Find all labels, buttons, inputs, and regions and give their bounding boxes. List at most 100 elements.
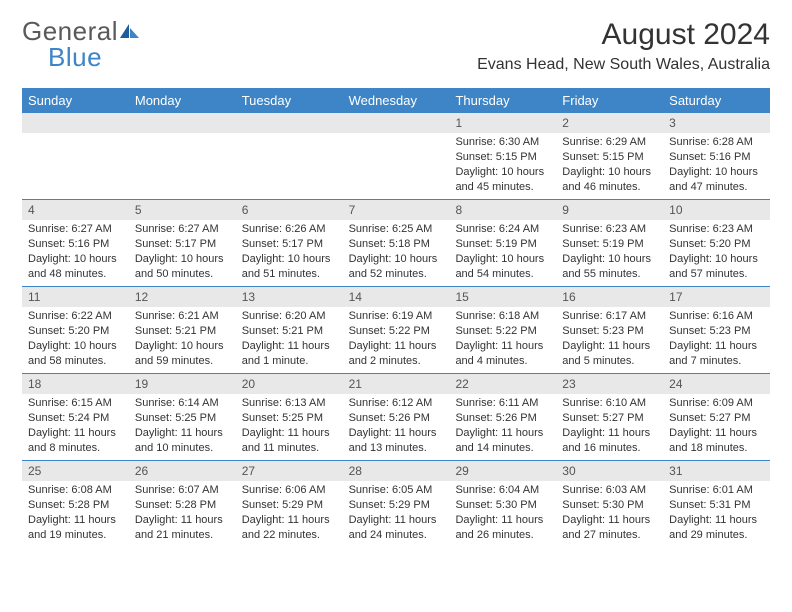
calendar-week-row: 18Sunrise: 6:15 AMSunset: 5:24 PMDayligh…	[22, 374, 770, 461]
day-number: 20	[236, 374, 343, 394]
daylight-text: Daylight: 10 hours and 48 minutes.	[28, 252, 123, 282]
sunset-text: Sunset: 5:20 PM	[28, 324, 123, 339]
daylight-text: Daylight: 10 hours and 54 minutes.	[455, 252, 550, 282]
month-title: August 2024	[477, 18, 770, 52]
calendar-day-cell: 23Sunrise: 6:10 AMSunset: 5:27 PMDayligh…	[556, 374, 663, 460]
calendar-day-cell: 1Sunrise: 6:30 AMSunset: 5:15 PMDaylight…	[449, 113, 556, 199]
weekday-header: Wednesday	[343, 88, 450, 113]
calendar-header-row: SundayMondayTuesdayWednesdayThursdayFrid…	[22, 88, 770, 113]
day-number: 23	[556, 374, 663, 394]
sunrise-text: Sunrise: 6:12 AM	[349, 396, 444, 411]
sunset-text: Sunset: 5:22 PM	[455, 324, 550, 339]
sunset-text: Sunset: 5:16 PM	[669, 150, 764, 165]
day-number: 21	[343, 374, 450, 394]
empty-day-bar	[129, 113, 236, 133]
sunset-text: Sunset: 5:21 PM	[135, 324, 230, 339]
sunset-text: Sunset: 5:29 PM	[349, 498, 444, 513]
sunset-text: Sunset: 5:27 PM	[669, 411, 764, 426]
calendar-day-cell: 21Sunrise: 6:12 AMSunset: 5:26 PMDayligh…	[343, 374, 450, 460]
calendar-day-cell: 4 Sunrise: 6:27 AMSunset: 5:16 PMDaylight…	[22, 200, 129, 286]
calendar-day-cell: 6Sunrise: 6:26 AMSunset: 5:17 PMDaylight…	[236, 200, 343, 286]
day-number: 10	[663, 200, 770, 220]
day-details: Sunrise: 6:26 AMSunset: 5:17 PMDaylight:…	[236, 220, 343, 285]
sunrise-text: Sunrise: 6:15 AM	[28, 396, 123, 411]
weekday-header: Tuesday	[236, 88, 343, 113]
sunrise-text: Sunrise: 6:05 AM	[349, 483, 444, 498]
calendar-day-cell: 16Sunrise: 6:17 AMSunset: 5:23 PMDayligh…	[556, 287, 663, 373]
sunrise-text: Sunrise: 6:30 AM	[455, 135, 550, 150]
calendar-day-cell: 10Sunrise: 6:23 AMSunset: 5:20 PMDayligh…	[663, 200, 770, 286]
calendar-day-cell: 29Sunrise: 6:04 AMSunset: 5:30 PMDayligh…	[449, 461, 556, 547]
sunset-text: Sunset: 5:19 PM	[455, 237, 550, 252]
sunset-text: Sunset: 5:25 PM	[135, 411, 230, 426]
day-details: Sunrise: 6:30 AMSunset: 5:15 PMDaylight:…	[449, 133, 556, 198]
daylight-text: Daylight: 11 hours and 11 minutes.	[242, 426, 337, 456]
sunset-text: Sunset: 5:20 PM	[669, 237, 764, 252]
calendar-day-cell: 30Sunrise: 6:03 AMSunset: 5:30 PMDayligh…	[556, 461, 663, 547]
day-details: Sunrise: 6:06 AMSunset: 5:29 PMDaylight:…	[236, 481, 343, 546]
sunset-text: Sunset: 5:16 PM	[28, 237, 123, 252]
day-number: 5	[129, 200, 236, 220]
page-header: GeneralBlue August 2024 Evans Head, New …	[22, 18, 770, 74]
daylight-text: Daylight: 11 hours and 24 minutes.	[349, 513, 444, 543]
day-number: 17	[663, 287, 770, 307]
sunset-text: Sunset: 5:22 PM	[349, 324, 444, 339]
sunrise-text: Sunrise: 6:23 AM	[562, 222, 657, 237]
day-details: Sunrise: 6:12 AMSunset: 5:26 PMDaylight:…	[343, 394, 450, 459]
calendar-day-cell: 18Sunrise: 6:15 AMSunset: 5:24 PMDayligh…	[22, 374, 129, 460]
calendar-day-cell	[22, 113, 129, 199]
day-details: Sunrise: 6:04 AMSunset: 5:30 PMDaylight:…	[449, 481, 556, 546]
calendar-table: SundayMondayTuesdayWednesdayThursdayFrid…	[22, 88, 770, 547]
calendar-day-cell: 14Sunrise: 6:19 AMSunset: 5:22 PMDayligh…	[343, 287, 450, 373]
daylight-text: Daylight: 11 hours and 26 minutes.	[455, 513, 550, 543]
sunset-text: Sunset: 5:19 PM	[562, 237, 657, 252]
daylight-text: Daylight: 11 hours and 4 minutes.	[455, 339, 550, 369]
daylight-text: Daylight: 11 hours and 2 minutes.	[349, 339, 444, 369]
calendar-day-cell	[129, 113, 236, 199]
daylight-text: Daylight: 10 hours and 51 minutes.	[242, 252, 337, 282]
day-number: 22	[449, 374, 556, 394]
sunrise-text: Sunrise: 6:06 AM	[242, 483, 337, 498]
calendar-week-row: 1Sunrise: 6:30 AMSunset: 5:15 PMDaylight…	[22, 113, 770, 200]
sunrise-text: Sunrise: 6:26 AM	[242, 222, 337, 237]
day-number: 4	[22, 200, 129, 220]
sunrise-text: Sunrise: 6:17 AM	[562, 309, 657, 324]
calendar-day-cell: 31Sunrise: 6:01 AMSunset: 5:31 PMDayligh…	[663, 461, 770, 547]
logo: GeneralBlue	[22, 18, 143, 70]
logo-text-blue: Blue	[48, 42, 102, 72]
weekday-header: Monday	[129, 88, 236, 113]
calendar-week-row: 25Sunrise: 6:08 AMSunset: 5:28 PMDayligh…	[22, 461, 770, 547]
sunrise-text: Sunrise: 6:27 AM	[28, 222, 123, 237]
daylight-text: Daylight: 10 hours and 57 minutes.	[669, 252, 764, 282]
day-number: 2	[556, 113, 663, 133]
sunrise-text: Sunrise: 6:14 AM	[135, 396, 230, 411]
empty-day-bar	[236, 113, 343, 133]
day-details: Sunrise: 6:18 AMSunset: 5:22 PMDaylight:…	[449, 307, 556, 372]
sunrise-text: Sunrise: 6:25 AM	[349, 222, 444, 237]
sunrise-text: Sunrise: 6:16 AM	[669, 309, 764, 324]
daylight-text: Daylight: 10 hours and 52 minutes.	[349, 252, 444, 282]
day-number: 9	[556, 200, 663, 220]
day-number: 3	[663, 113, 770, 133]
day-details: Sunrise: 6:08 AMSunset: 5:28 PMDaylight:…	[22, 481, 129, 546]
daylight-text: Daylight: 11 hours and 10 minutes.	[135, 426, 230, 456]
day-details: Sunrise: 6:14 AMSunset: 5:25 PMDaylight:…	[129, 394, 236, 459]
daylight-text: Daylight: 11 hours and 18 minutes.	[669, 426, 764, 456]
daylight-text: Daylight: 11 hours and 5 minutes.	[562, 339, 657, 369]
daylight-text: Daylight: 10 hours and 58 minutes.	[28, 339, 123, 369]
sunrise-text: Sunrise: 6:29 AM	[562, 135, 657, 150]
daylight-text: Daylight: 11 hours and 14 minutes.	[455, 426, 550, 456]
day-details: Sunrise: 6:28 AMSunset: 5:16 PMDaylight:…	[663, 133, 770, 198]
day-details: Sunrise: 6:21 AMSunset: 5:21 PMDaylight:…	[129, 307, 236, 372]
day-details: Sunrise: 6:24 AMSunset: 5:19 PMDaylight:…	[449, 220, 556, 285]
calendar-week-row: 4Sunrise: 6:27 AMSunset: 5:16 PMDaylight…	[22, 200, 770, 287]
day-details: Sunrise: 6:17 AMSunset: 5:23 PMDaylight:…	[556, 307, 663, 372]
weekday-header: Friday	[556, 88, 663, 113]
sunrise-text: Sunrise: 6:09 AM	[669, 396, 764, 411]
daylight-text: Daylight: 11 hours and 7 minutes.	[669, 339, 764, 369]
empty-day-bar	[343, 113, 450, 133]
calendar-day-cell: 13Sunrise: 6:20 AMSunset: 5:21 PMDayligh…	[236, 287, 343, 373]
sunrise-text: Sunrise: 6:13 AM	[242, 396, 337, 411]
calendar-week-row: 11Sunrise: 6:22 AMSunset: 5:20 PMDayligh…	[22, 287, 770, 374]
sunrise-text: Sunrise: 6:04 AM	[455, 483, 550, 498]
